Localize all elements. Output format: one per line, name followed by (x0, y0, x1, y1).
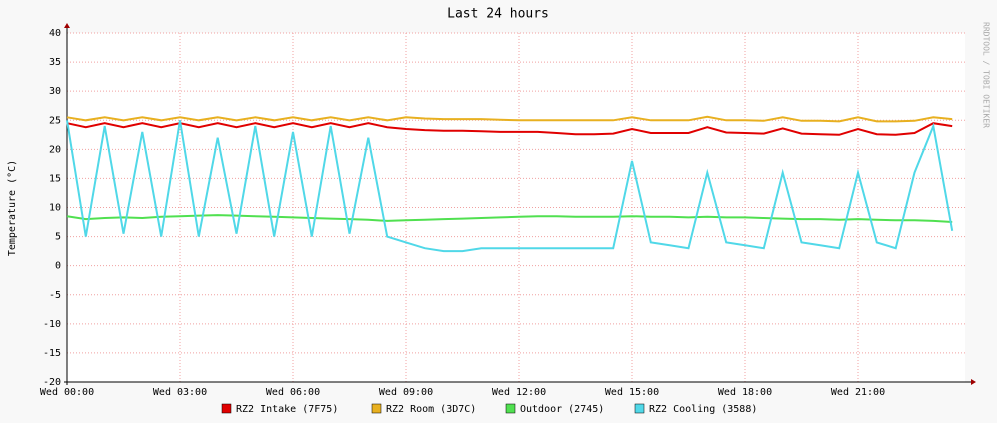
legend-swatch (505, 403, 516, 414)
y-tick-label: -5 (49, 290, 61, 301)
y-tick-label: 20 (49, 144, 61, 155)
legend-label: RZ2 Intake (7F75) (236, 404, 338, 415)
y-tick-label: 0 (55, 261, 61, 272)
axis-arrow (971, 379, 976, 385)
x-tick-label: Wed 06:00 (266, 387, 320, 398)
series-line (66, 115, 953, 123)
x-tick-label: Wed 12:00 (492, 387, 546, 398)
y-tick-label: 15 (49, 173, 61, 184)
y-tick-label: -20 (43, 377, 61, 388)
x-tick-label: Wed 03:00 (153, 387, 207, 398)
legend-label: RZ2 Cooling (3588) (649, 404, 757, 415)
axis-arrow (64, 23, 70, 28)
series-line (66, 120, 954, 253)
y-tick-label: -10 (43, 319, 61, 330)
y-axis-label: Temperature (°C) (7, 160, 18, 256)
x-tick-label: Wed 09:00 (379, 387, 433, 398)
y-tick-label: 5 (55, 232, 61, 243)
watermark: RRDTOOL / TOBI OETIKER (982, 22, 991, 128)
legend-swatch (371, 403, 382, 414)
legend-label: RZ2 Room (3D7C) (386, 404, 476, 415)
legend-swatch (634, 403, 645, 414)
y-tick-label: 35 (49, 57, 61, 68)
series-line (66, 214, 953, 223)
y-tick-label: 40 (49, 28, 61, 39)
x-tick-label: Wed 00:00 (40, 387, 94, 398)
y-tick-label: 25 (49, 115, 61, 126)
legend-swatch (221, 403, 232, 414)
x-tick-label: Wed 15:00 (605, 387, 659, 398)
chart-title: Last 24 hours (447, 7, 549, 22)
legend-label: Outdoor (2745) (520, 404, 604, 415)
x-tick-label: Wed 21:00 (831, 387, 885, 398)
x-tick-label: Wed 18:00 (718, 387, 772, 398)
series-line (66, 122, 953, 136)
y-tick-label: 10 (49, 203, 61, 214)
plot-area (67, 33, 965, 382)
y-tick-label: -15 (43, 348, 61, 359)
y-tick-label: 30 (49, 86, 61, 97)
